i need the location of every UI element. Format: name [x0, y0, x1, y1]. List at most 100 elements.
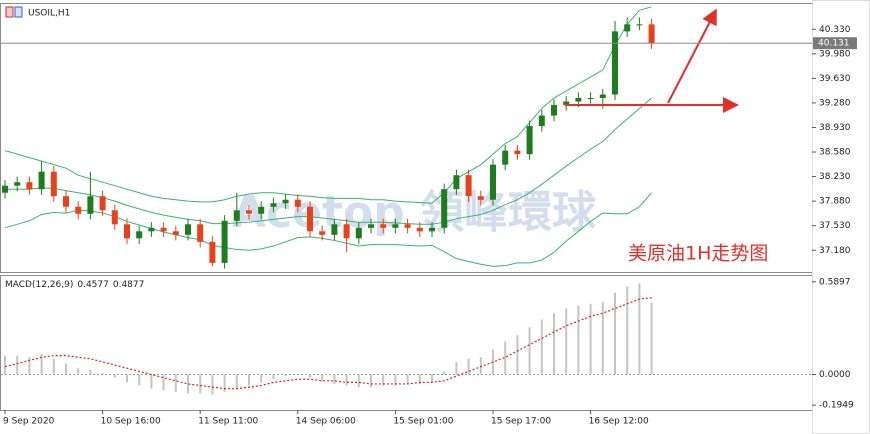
y-tick-label: 40.330 [819, 25, 851, 35]
candle-body [99, 196, 106, 211]
macd-area [1, 283, 812, 395]
macd-bar [357, 374, 360, 388]
y-tick-label: 37.180 [819, 246, 851, 256]
macd-bar [260, 374, 263, 383]
y-tick-label: 37.530 [819, 221, 851, 231]
macd-bar [467, 358, 470, 375]
macd-bar [504, 341, 507, 375]
toolbar-icon[interactable] [5, 6, 14, 18]
candle-body [551, 105, 557, 116]
macd-bar [187, 374, 189, 394]
macd-bar [565, 308, 568, 375]
candle-body [526, 126, 533, 155]
macd-bar [89, 369, 92, 375]
macd-bar [52, 358, 55, 375]
candle-body [258, 206, 265, 214]
candle-body [87, 196, 94, 214]
candle-body [355, 227, 362, 239]
macd-bar [431, 374, 433, 383]
macd-bar [272, 374, 275, 380]
macd-bar [40, 354, 43, 375]
candle-body [270, 203, 277, 207]
candle-body [221, 220, 228, 263]
candle-body [624, 24, 631, 32]
symbol-title: USOIL,H1 [28, 9, 70, 19]
x-tick-label: 15 Sep 01:00 [393, 417, 453, 427]
candle-body [563, 101, 570, 106]
macd-bar [614, 292, 616, 375]
macd-bar [284, 374, 287, 377]
candle-body [136, 231, 143, 239]
macd-bar [589, 303, 592, 375]
macd-bar [382, 374, 385, 386]
candle-body [648, 24, 655, 44]
candle-body [343, 224, 350, 239]
macd-bar [211, 374, 214, 395]
candle-body [368, 224, 374, 228]
candle-body [148, 227, 155, 232]
y-tick-label: -0.1949 [819, 401, 854, 411]
plot-area [2, 6, 655, 269]
candle-body [441, 189, 448, 228]
y-tick-label: 39.980 [819, 49, 851, 59]
macd-bar [601, 302, 604, 375]
y-tick-label: 0.5897 [819, 277, 851, 287]
macd-bar [248, 374, 250, 386]
current-price-label: 40.131 [818, 39, 850, 49]
macd-bar [113, 374, 116, 378]
macd-bar [138, 374, 141, 386]
candle-body [319, 231, 326, 235]
y-tick-label: 38.930 [819, 123, 851, 133]
candle-body [75, 206, 82, 214]
macd-bar [162, 374, 165, 391]
candle-body [209, 241, 216, 263]
macd-bar [406, 374, 409, 384]
candle-body [282, 199, 289, 204]
y-tick-label: 0.0000 [819, 370, 851, 380]
price-scale [812, 0, 870, 434]
candle-body [453, 175, 460, 190]
candle-body [599, 94, 606, 99]
candle-body [538, 115, 545, 127]
macd-header: MACD(12,26,9) 0.4577 0.4877 [5, 280, 144, 290]
macd-bar [516, 335, 519, 375]
candle-body [307, 206, 313, 232]
candle-body [197, 224, 204, 242]
arrow [667, 8, 717, 104]
y-tick-label: 38.580 [819, 148, 851, 158]
y-tick-label: 37.880 [819, 197, 851, 207]
macd-bar [28, 357, 31, 375]
candle-body [331, 224, 338, 235]
macd-value: 0.4577 [77, 280, 109, 290]
y-tick-label: 39.630 [819, 74, 851, 84]
annotation: 美原油1H走势图 [628, 243, 768, 265]
candle-body [124, 224, 130, 239]
candle-body [294, 199, 301, 207]
macd-bar [650, 302, 653, 375]
macd-bar [418, 374, 421, 384]
bollinger-band [4, 6, 652, 204]
toolbar-icon[interactable] [14, 6, 23, 18]
candle-body [172, 231, 179, 235]
candle-body [587, 98, 594, 100]
macd-bar [65, 363, 67, 375]
candle-body [233, 210, 240, 221]
candle-body [26, 182, 33, 190]
macd-bar [577, 305, 580, 375]
macd-bar [540, 319, 543, 375]
candle-body [404, 224, 411, 228]
x-tick-label: 9 Sep 2020 [3, 417, 55, 427]
signal-value: 0.4877 [113, 280, 145, 290]
macd-bar [638, 283, 641, 375]
candle-body [636, 24, 643, 26]
candle-body [246, 210, 252, 214]
candle-body [63, 196, 69, 207]
macd-bar [394, 374, 397, 386]
macd-bar [126, 374, 128, 383]
candle-body [465, 175, 472, 197]
x-tick-label: 11 Sep 11:00 [198, 417, 258, 427]
candle-body [392, 224, 399, 228]
macd-bar [333, 374, 336, 384]
bollinger-band [5, 97, 652, 225]
